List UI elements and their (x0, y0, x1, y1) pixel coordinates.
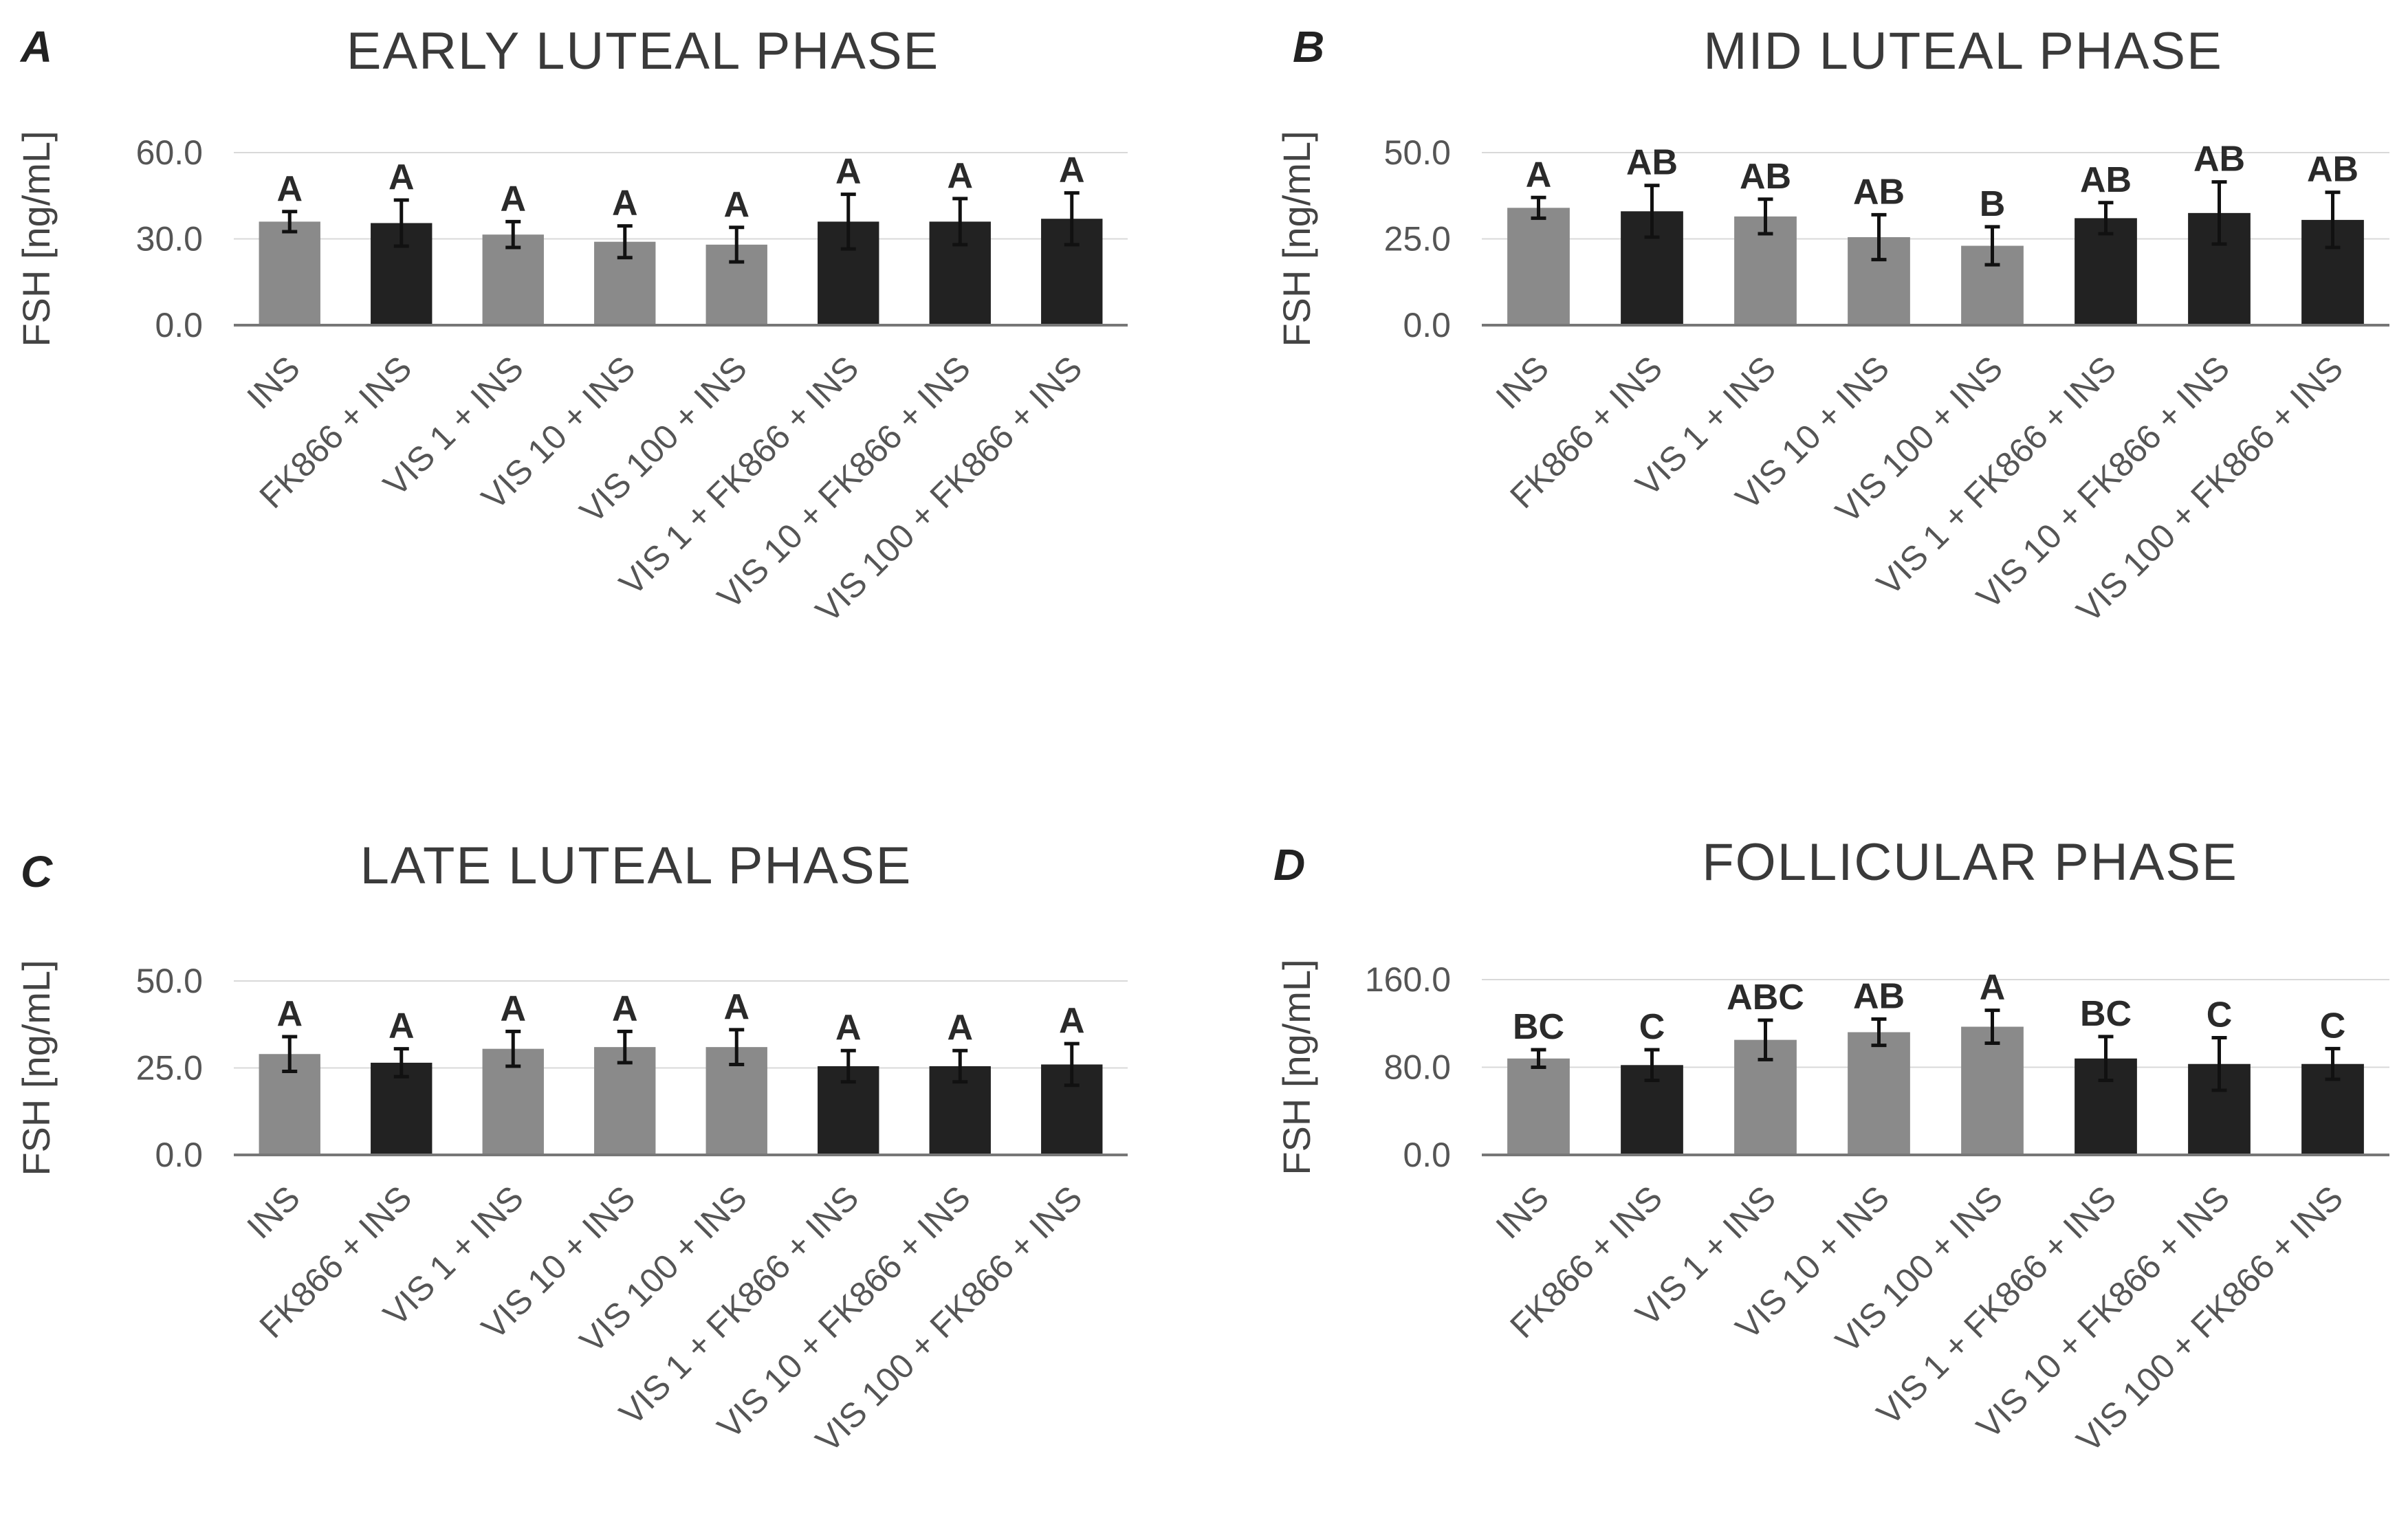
y-tick-label: 0.0 (1403, 306, 1451, 344)
bar (2075, 218, 2137, 325)
significance-label: A (1980, 968, 2006, 1008)
significance-label: B (1980, 184, 2006, 224)
significance-label: A (388, 1006, 415, 1046)
y-tick-label: 50.0 (136, 962, 203, 1000)
significance-label: A (276, 169, 303, 209)
chart-title: FOLLICULAR PHASE (1702, 833, 2238, 892)
significance-label: C (2207, 995, 2233, 1035)
significance-label: AB (2080, 160, 2132, 200)
panel-letter: A (19, 22, 52, 71)
significance-label: C (1639, 1007, 1665, 1047)
significance-label: A (835, 1008, 862, 1048)
chart-title: MID LUTEAL PHASE (1703, 22, 2223, 80)
y-axis-label: FSH [ng/mL] (1275, 959, 1318, 1175)
significance-label: A (947, 156, 973, 196)
bar (1507, 1058, 1570, 1155)
significance-label: A (947, 1008, 973, 1048)
chart-title: LATE LUTEAL PHASE (360, 837, 912, 895)
significance-label: AB (2307, 150, 2358, 190)
significance-label: A (500, 989, 526, 1028)
y-tick-label: 80.0 (1384, 1048, 1451, 1087)
y-tick-label: 25.0 (136, 1049, 203, 1088)
bar (594, 1047, 656, 1155)
significance-label: AB (1740, 157, 1791, 197)
significance-label: AB (1626, 143, 1678, 183)
significance-label: ABC (1727, 978, 1804, 1017)
y-tick-label: 50.0 (1384, 133, 1451, 172)
y-tick-label: 25.0 (1384, 220, 1451, 258)
significance-label: A (835, 152, 862, 192)
significance-label: C (2320, 1006, 2346, 1046)
bar (1507, 208, 1570, 325)
significance-label: A (612, 989, 638, 1028)
y-axis-label: FSH [ng/mL] (14, 131, 58, 346)
significance-label: AB (1853, 976, 1905, 1016)
significance-label: AB (1853, 172, 1905, 212)
y-axis-label: FSH [ng/mL] (1275, 131, 1318, 346)
significance-label: A (612, 184, 638, 223)
y-axis-label: FSH [ng/mL] (14, 960, 58, 1176)
chart-title: EARLY LUTEAL PHASE (347, 22, 940, 80)
bar (1961, 1026, 2024, 1155)
significance-label: AB (2193, 140, 2245, 179)
bar (1848, 1032, 1910, 1155)
y-tick-label: 0.0 (1403, 1136, 1451, 1174)
significance-label: A (500, 179, 526, 219)
significance-label: A (1059, 151, 1085, 190)
significance-label: A (1059, 1001, 1085, 1041)
significance-label: BC (2080, 994, 2132, 1034)
y-tick-label: 160.0 (1365, 960, 1451, 999)
panel-letter: C (21, 847, 53, 896)
bar (259, 221, 320, 325)
significance-label: A (1526, 155, 1552, 195)
significance-label: A (723, 185, 749, 225)
panel-letter: B (1293, 22, 1324, 71)
y-tick-label: 60.0 (136, 133, 203, 172)
y-tick-label: 30.0 (136, 220, 203, 258)
y-tick-label: 0.0 (155, 1136, 203, 1174)
significance-label: BC (1513, 1007, 1564, 1047)
significance-label: A (276, 994, 303, 1034)
significance-label: A (723, 987, 749, 1027)
y-tick-label: 0.0 (155, 306, 203, 344)
bar (482, 234, 544, 325)
panel-letter: D (1273, 840, 1305, 890)
significance-label: A (388, 157, 415, 197)
